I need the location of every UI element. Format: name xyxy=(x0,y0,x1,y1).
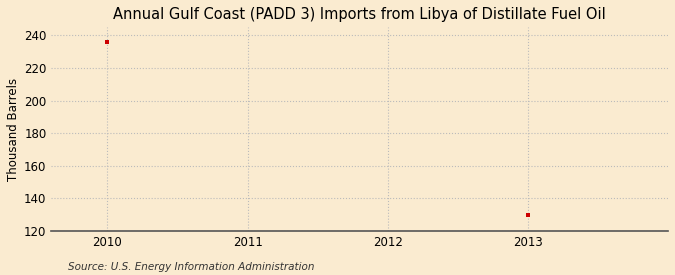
Text: Source: U.S. Energy Information Administration: Source: U.S. Energy Information Administ… xyxy=(68,262,314,272)
Title: Annual Gulf Coast (PADD 3) Imports from Libya of Distillate Fuel Oil: Annual Gulf Coast (PADD 3) Imports from … xyxy=(113,7,606,22)
Y-axis label: Thousand Barrels: Thousand Barrels xyxy=(7,78,20,181)
